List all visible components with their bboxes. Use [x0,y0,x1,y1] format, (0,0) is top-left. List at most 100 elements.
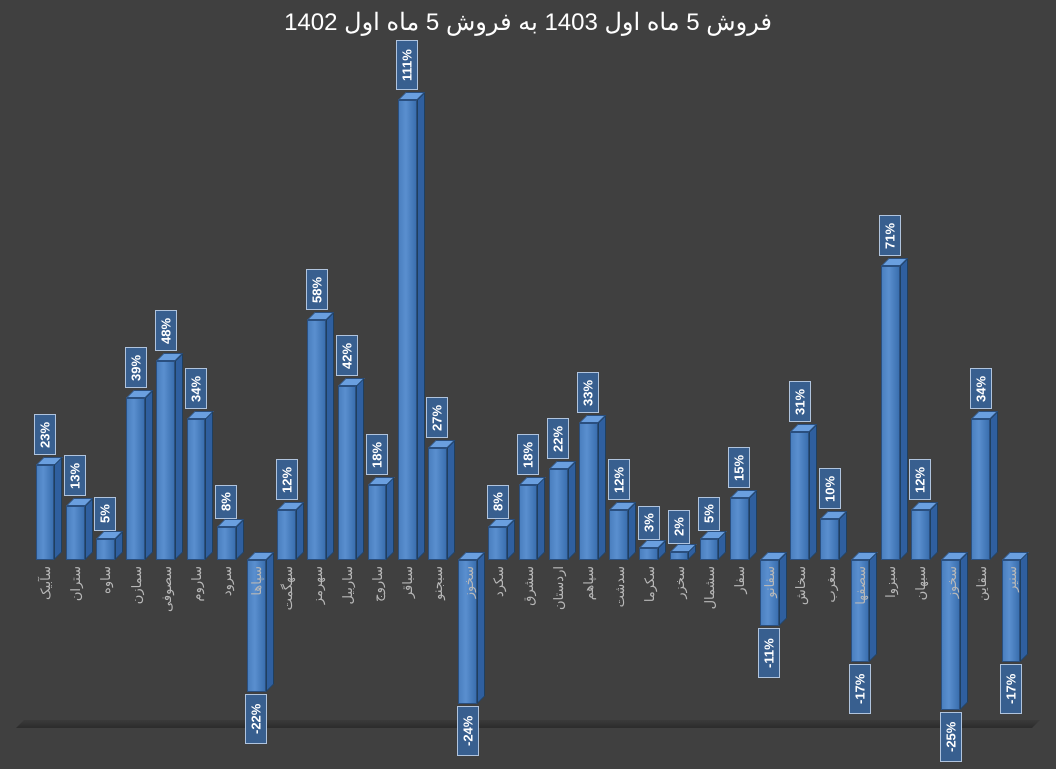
bar-side [507,519,515,560]
bar [338,386,357,560]
bar-side [839,511,847,560]
value-label: 111% [396,40,418,90]
chart-title: فروش 5 ماه اول 1403 به فروش 5 ماه اول 14… [0,8,1056,37]
bar-side [718,531,726,560]
value-label: -25% [940,712,962,762]
bar-front [579,423,598,560]
bar-front [36,465,55,560]
category-label: سخوز [944,566,959,598]
bar-side [537,477,545,560]
bar-side [85,498,93,560]
value-label: 27% [426,397,448,438]
category-label: سشرق [521,566,536,606]
bar [911,510,930,560]
bar-front [639,548,658,560]
category-label: سبجنو [430,566,445,600]
category-label: سقاین [974,566,989,601]
category-label: سباقر [400,566,415,598]
bar [277,510,296,560]
bar-front [670,552,689,560]
category-label: سخاش [793,566,808,605]
value-label: 15% [728,447,750,488]
bar-side [266,552,274,692]
bar-side [749,490,757,560]
value-label: 8% [215,485,237,519]
bar [820,519,839,560]
value-label: 22% [547,418,569,459]
value-label: 12% [608,459,630,500]
category-label: سنیر [1004,566,1019,592]
bar-side [900,258,908,560]
category-label: سغرب [823,566,838,603]
bar-front [96,539,115,560]
value-label: 8% [487,485,509,519]
value-label: -22% [245,694,267,744]
category-label: سمازن [129,566,144,604]
chart-container: فروش 5 ماه اول 1403 به فروش 5 ماه اول 14… [0,0,1056,769]
bar-side [779,552,787,626]
bar-front [730,498,749,560]
value-label: 13% [64,455,86,496]
category-label: سفار [732,566,747,594]
bar-side [568,461,576,560]
bar [156,361,175,560]
category-label: سآبیک [38,566,53,600]
category-label: سفانو [762,566,777,598]
bar-side [1020,552,1028,662]
bar-front [156,361,175,560]
bar-side [930,502,938,560]
bar [96,539,115,560]
value-label: 5% [94,497,116,531]
category-label: سدشت [612,566,627,607]
bar-front [971,419,990,560]
bar [639,548,658,560]
bar-front [428,448,447,560]
bar [368,485,387,560]
bar-front [398,100,417,560]
value-label: 71% [879,215,901,256]
bar [66,506,85,560]
bar-side [417,92,425,560]
category-label: سرود [219,566,234,596]
bar-front [338,386,357,560]
bar-front [700,539,719,560]
bar-front [911,510,930,560]
bar [428,448,447,560]
category-label: سبزوا [883,566,898,598]
category-label: سهگمت [280,566,295,610]
value-label: 12% [909,459,931,500]
category-label: اردستان [551,566,566,610]
bar [790,432,809,560]
value-label: 42% [336,335,358,376]
category-label: ساروج [370,566,385,602]
bar [36,465,55,560]
bar [971,419,990,560]
bar-side [205,411,213,560]
value-label: 33% [577,372,599,413]
category-label: سخوز [461,566,476,598]
category-label: ساوه [98,566,113,594]
bar-front [488,527,507,560]
value-label: 34% [185,368,207,409]
category-label: سبهان [913,566,928,600]
bar-side [447,440,455,560]
value-label: -17% [1000,664,1022,714]
bar [307,320,326,560]
value-label: 5% [698,497,720,531]
bar-front [66,506,85,560]
bar-front [277,510,296,560]
bar-front [790,432,809,560]
value-label: 58% [306,269,328,310]
category-label: سصفها [853,566,868,605]
bar [488,527,507,560]
bar-side [598,415,606,560]
value-label: 18% [517,434,539,475]
bar-side [960,552,968,710]
category-label: ساروم [189,566,204,601]
bar-side [175,353,183,560]
value-label: 48% [155,310,177,351]
bar-front [519,485,538,560]
bar-side [356,378,364,560]
bar [126,398,145,560]
category-label: سپاهم [581,566,596,600]
